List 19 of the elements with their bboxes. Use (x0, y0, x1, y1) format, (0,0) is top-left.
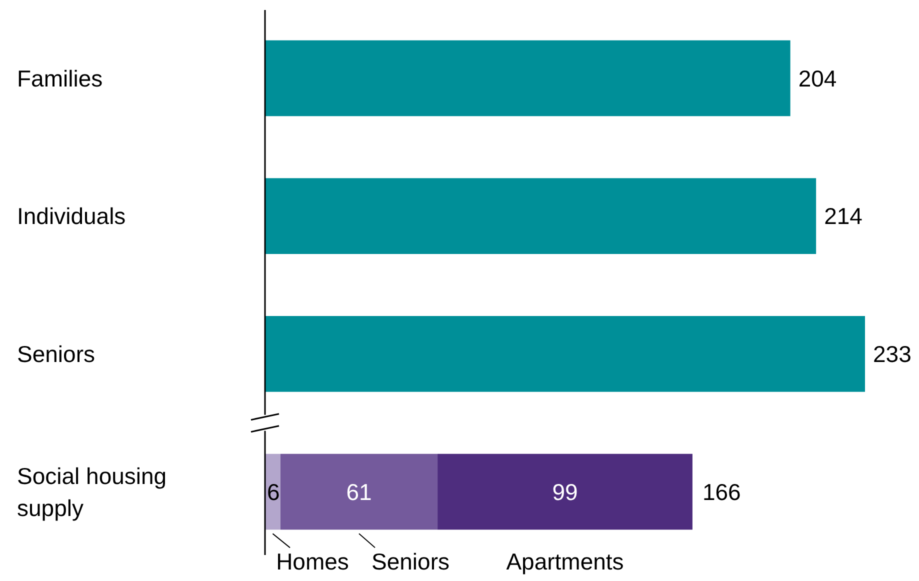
series-label: Homes (276, 548, 349, 575)
bar (280, 454, 438, 530)
bar (265, 316, 865, 392)
data-label: 6 (267, 478, 280, 505)
y-tick-label: Families (17, 65, 103, 92)
total-label: 166 (702, 478, 741, 505)
bar (265, 40, 790, 116)
series-label: Apartments (506, 548, 624, 575)
bar (265, 178, 816, 254)
data-label: 204 (798, 65, 837, 92)
bar (438, 454, 692, 530)
y-tick-label: Individuals (17, 203, 126, 230)
data-label: 214 (824, 203, 863, 230)
series-label: Seniors (372, 548, 450, 575)
data-label: 61 (346, 478, 372, 505)
data-label: 233 (873, 340, 912, 367)
data-label: 99 (552, 478, 578, 505)
y-tick-label: Seniors (17, 340, 95, 367)
y-tick-label: Social housing supply (17, 462, 167, 521)
